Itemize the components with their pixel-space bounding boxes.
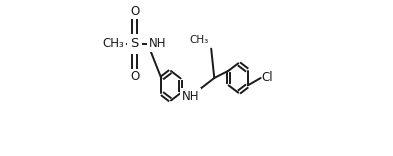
Text: O: O [130,5,139,18]
Text: NH: NH [149,37,166,51]
Text: CH₃: CH₃ [103,37,125,51]
Text: O: O [130,70,139,83]
Text: CH₃: CH₃ [189,35,209,45]
Text: NH: NH [182,90,200,103]
Text: Cl: Cl [261,71,273,85]
Text: S: S [130,37,139,51]
